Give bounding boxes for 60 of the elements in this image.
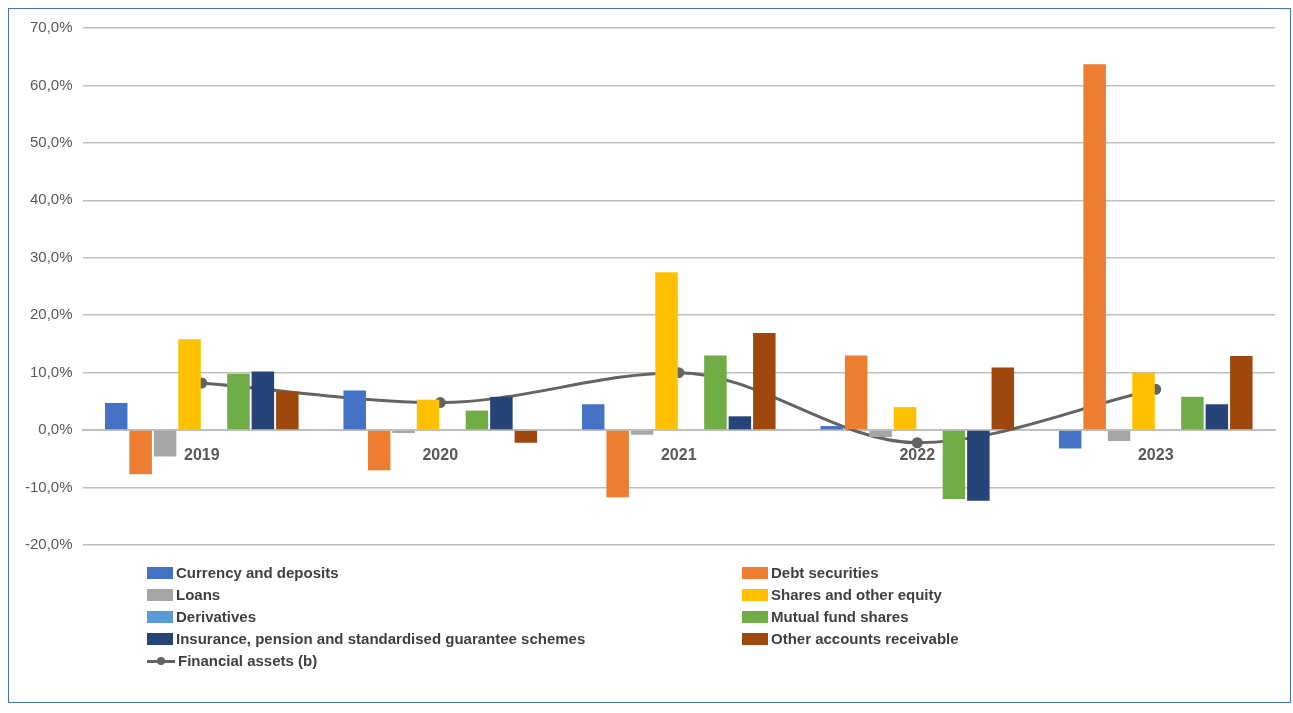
y-tick-label: 10,0% bbox=[29, 362, 73, 380]
y-tick-label: 70,0% bbox=[29, 18, 73, 36]
legend-label: Other accounts receivable bbox=[771, 630, 959, 647]
bar bbox=[129, 430, 152, 475]
legend-label: Loans bbox=[176, 586, 221, 603]
bar bbox=[251, 371, 275, 430]
bar bbox=[514, 430, 538, 443]
bar bbox=[490, 396, 513, 430]
x-tick-label: 2020 bbox=[422, 446, 459, 464]
bar bbox=[844, 355, 868, 430]
bar bbox=[153, 430, 177, 457]
legend-label: Currency and deposits bbox=[176, 564, 339, 581]
bar bbox=[227, 373, 250, 430]
bar bbox=[392, 430, 415, 433]
bar bbox=[1230, 356, 1253, 430]
bar bbox=[416, 399, 440, 430]
bar bbox=[869, 430, 892, 437]
bar bbox=[1083, 64, 1106, 430]
bar bbox=[1181, 396, 1204, 430]
bar bbox=[942, 430, 966, 500]
bar bbox=[1058, 430, 1082, 449]
bar bbox=[753, 333, 776, 430]
bar bbox=[465, 410, 489, 430]
bar bbox=[893, 407, 917, 430]
legend-label: Derivatives bbox=[176, 608, 257, 625]
bar bbox=[581, 404, 605, 430]
point bbox=[911, 437, 923, 449]
bar bbox=[276, 391, 299, 430]
legend-label: Mutual fund shares bbox=[771, 608, 909, 625]
bar bbox=[655, 272, 678, 430]
bar bbox=[728, 416, 752, 430]
bar bbox=[820, 426, 843, 430]
x-tick-label: 2023 bbox=[1137, 446, 1174, 464]
legend-label: Financial assets (b) bbox=[178, 652, 318, 669]
x-tick-label: 2019 bbox=[183, 446, 220, 464]
bar bbox=[367, 430, 391, 471]
y-tick-label: -20,0% bbox=[25, 535, 73, 553]
bar bbox=[630, 430, 654, 435]
bar bbox=[967, 430, 990, 501]
y-tick-label: 20,0% bbox=[29, 305, 73, 323]
y-tick-label: 30,0% bbox=[29, 247, 73, 265]
legend-label: Shares and other equity bbox=[771, 586, 942, 603]
bar bbox=[991, 367, 1015, 430]
y-tick-label: 0,0% bbox=[38, 420, 73, 438]
y-tick-label: 60,0% bbox=[29, 75, 73, 93]
bar bbox=[1132, 372, 1155, 430]
y-tick-label: 40,0% bbox=[29, 190, 73, 208]
y-tick-label: 50,0% bbox=[29, 133, 73, 151]
bar bbox=[606, 430, 629, 498]
bar bbox=[1107, 430, 1131, 442]
legend-label: Insurance, pension and standardised guarantee schemes bbox=[176, 630, 586, 647]
bar bbox=[104, 403, 128, 430]
x-tick-label: 2021 bbox=[660, 446, 697, 464]
bar bbox=[1205, 404, 1229, 430]
x-tick-label: 2022 bbox=[899, 446, 936, 464]
bar bbox=[178, 339, 201, 430]
bar bbox=[343, 390, 366, 430]
y-tick-label: -10,0% bbox=[25, 477, 73, 495]
legend-label: Debt securities bbox=[771, 564, 879, 581]
bar bbox=[704, 355, 727, 430]
